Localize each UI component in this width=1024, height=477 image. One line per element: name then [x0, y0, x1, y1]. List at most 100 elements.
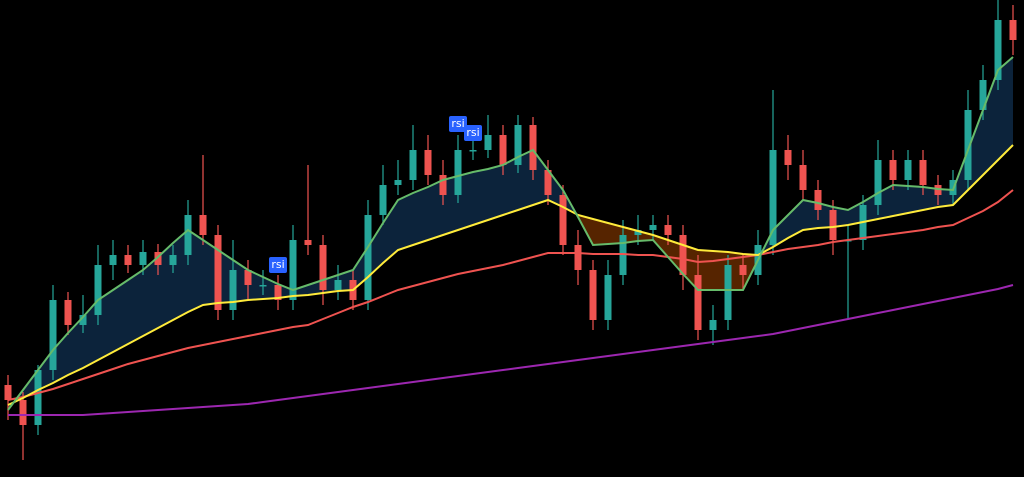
ma-cloud [68, 317, 83, 375]
ma-cloud [968, 110, 983, 190]
ma-cloud [518, 150, 533, 210]
ma-cloud [818, 203, 833, 228]
candle-body [274, 285, 282, 300]
ma-cloud [338, 270, 353, 291]
candle-body [424, 150, 432, 175]
candle-body [694, 275, 702, 330]
candle-body [454, 150, 462, 195]
candle-body [199, 215, 207, 235]
candle-body [184, 215, 192, 255]
candle-body [979, 80, 987, 110]
ma-cloud [83, 300, 98, 368]
candle-body [544, 170, 552, 195]
annotation-badge [464, 125, 482, 141]
ma-cloud [503, 157, 518, 215]
moving-average-line [7, 144, 1014, 406]
ma-cloud [443, 176, 458, 235]
ma-cloud [698, 250, 713, 290]
ma-cloud [98, 290, 113, 360]
ma-cloud [143, 257, 158, 336]
candle-body [229, 270, 237, 310]
ma-cloud [128, 270, 143, 344]
ma-cloud [488, 165, 503, 220]
candle-body [739, 265, 747, 275]
candle-body [499, 135, 507, 165]
candle-body [154, 252, 162, 265]
candle-body [964, 110, 972, 180]
ma-cloud [278, 284, 293, 298]
ma-cloud [173, 230, 188, 320]
candle-body [559, 195, 567, 245]
candle-body [484, 135, 492, 150]
candle-body [874, 160, 882, 205]
candle-body [49, 300, 57, 370]
ma-cloud [833, 207, 848, 227]
candle-body [334, 280, 342, 290]
annotation-badge [269, 257, 287, 273]
candle-body [394, 180, 402, 185]
ma-cloud [893, 185, 908, 216]
candle-body [379, 185, 387, 215]
candle-body [814, 190, 822, 210]
moving-average-line [8, 284, 1014, 416]
ma-cloud [428, 180, 443, 240]
ma-cloud [398, 193, 413, 250]
candle-body [724, 265, 732, 320]
candle-body [679, 235, 687, 275]
ma-cloud [878, 185, 893, 219]
ma-cloud [293, 285, 308, 296]
candle-body [214, 235, 222, 310]
candle-body [244, 270, 252, 285]
ma-cloud [38, 350, 53, 390]
candle-body [139, 252, 147, 265]
candle-body [439, 175, 447, 195]
candle-body [589, 270, 597, 320]
ma-cloud [788, 200, 803, 238]
ma-cloud [158, 243, 173, 328]
ma-cloud [953, 150, 968, 205]
moving-average-line [7, 189, 1014, 401]
candle-body [19, 400, 27, 425]
ma-cloud [638, 231, 653, 241]
ma-cloud [908, 186, 923, 213]
candle-body [829, 210, 837, 240]
ma-cloud [533, 150, 548, 205]
ma-cloud [53, 333, 68, 383]
ma-cloud [773, 215, 788, 247]
ma-cloud [233, 260, 248, 302]
ma-cloud [593, 219, 608, 245]
ma-cloud [608, 223, 623, 244]
ma-cloud [218, 250, 233, 303]
ma-cloud [548, 170, 563, 207]
annotation-label: rsi [466, 126, 479, 139]
annotation-label: rsi [451, 117, 464, 130]
ma-cloud [923, 187, 938, 210]
candle-body [784, 150, 792, 165]
candle-body [529, 125, 537, 170]
candle-body [304, 240, 312, 245]
candle-body [664, 225, 672, 235]
candle-body [709, 320, 717, 330]
ma-cloud [368, 223, 383, 277]
ma-cloud [188, 230, 203, 312]
ma-cloud [113, 280, 128, 352]
ma-cloud [983, 70, 998, 175]
ma-cloud [248, 270, 263, 300]
candle-body [259, 285, 267, 287]
ma-cloud [458, 172, 473, 230]
candle-body [94, 265, 102, 315]
ma-cloud [473, 169, 488, 225]
candle-body [34, 370, 42, 425]
candle-body [574, 245, 582, 270]
candle-body [514, 125, 522, 165]
candle-body [409, 150, 417, 180]
candle-body [169, 255, 177, 265]
candle-body [469, 150, 477, 152]
candle-body [769, 150, 777, 245]
ma-cloud [203, 240, 218, 305]
candle-body [364, 215, 372, 300]
candle-body [649, 225, 657, 230]
